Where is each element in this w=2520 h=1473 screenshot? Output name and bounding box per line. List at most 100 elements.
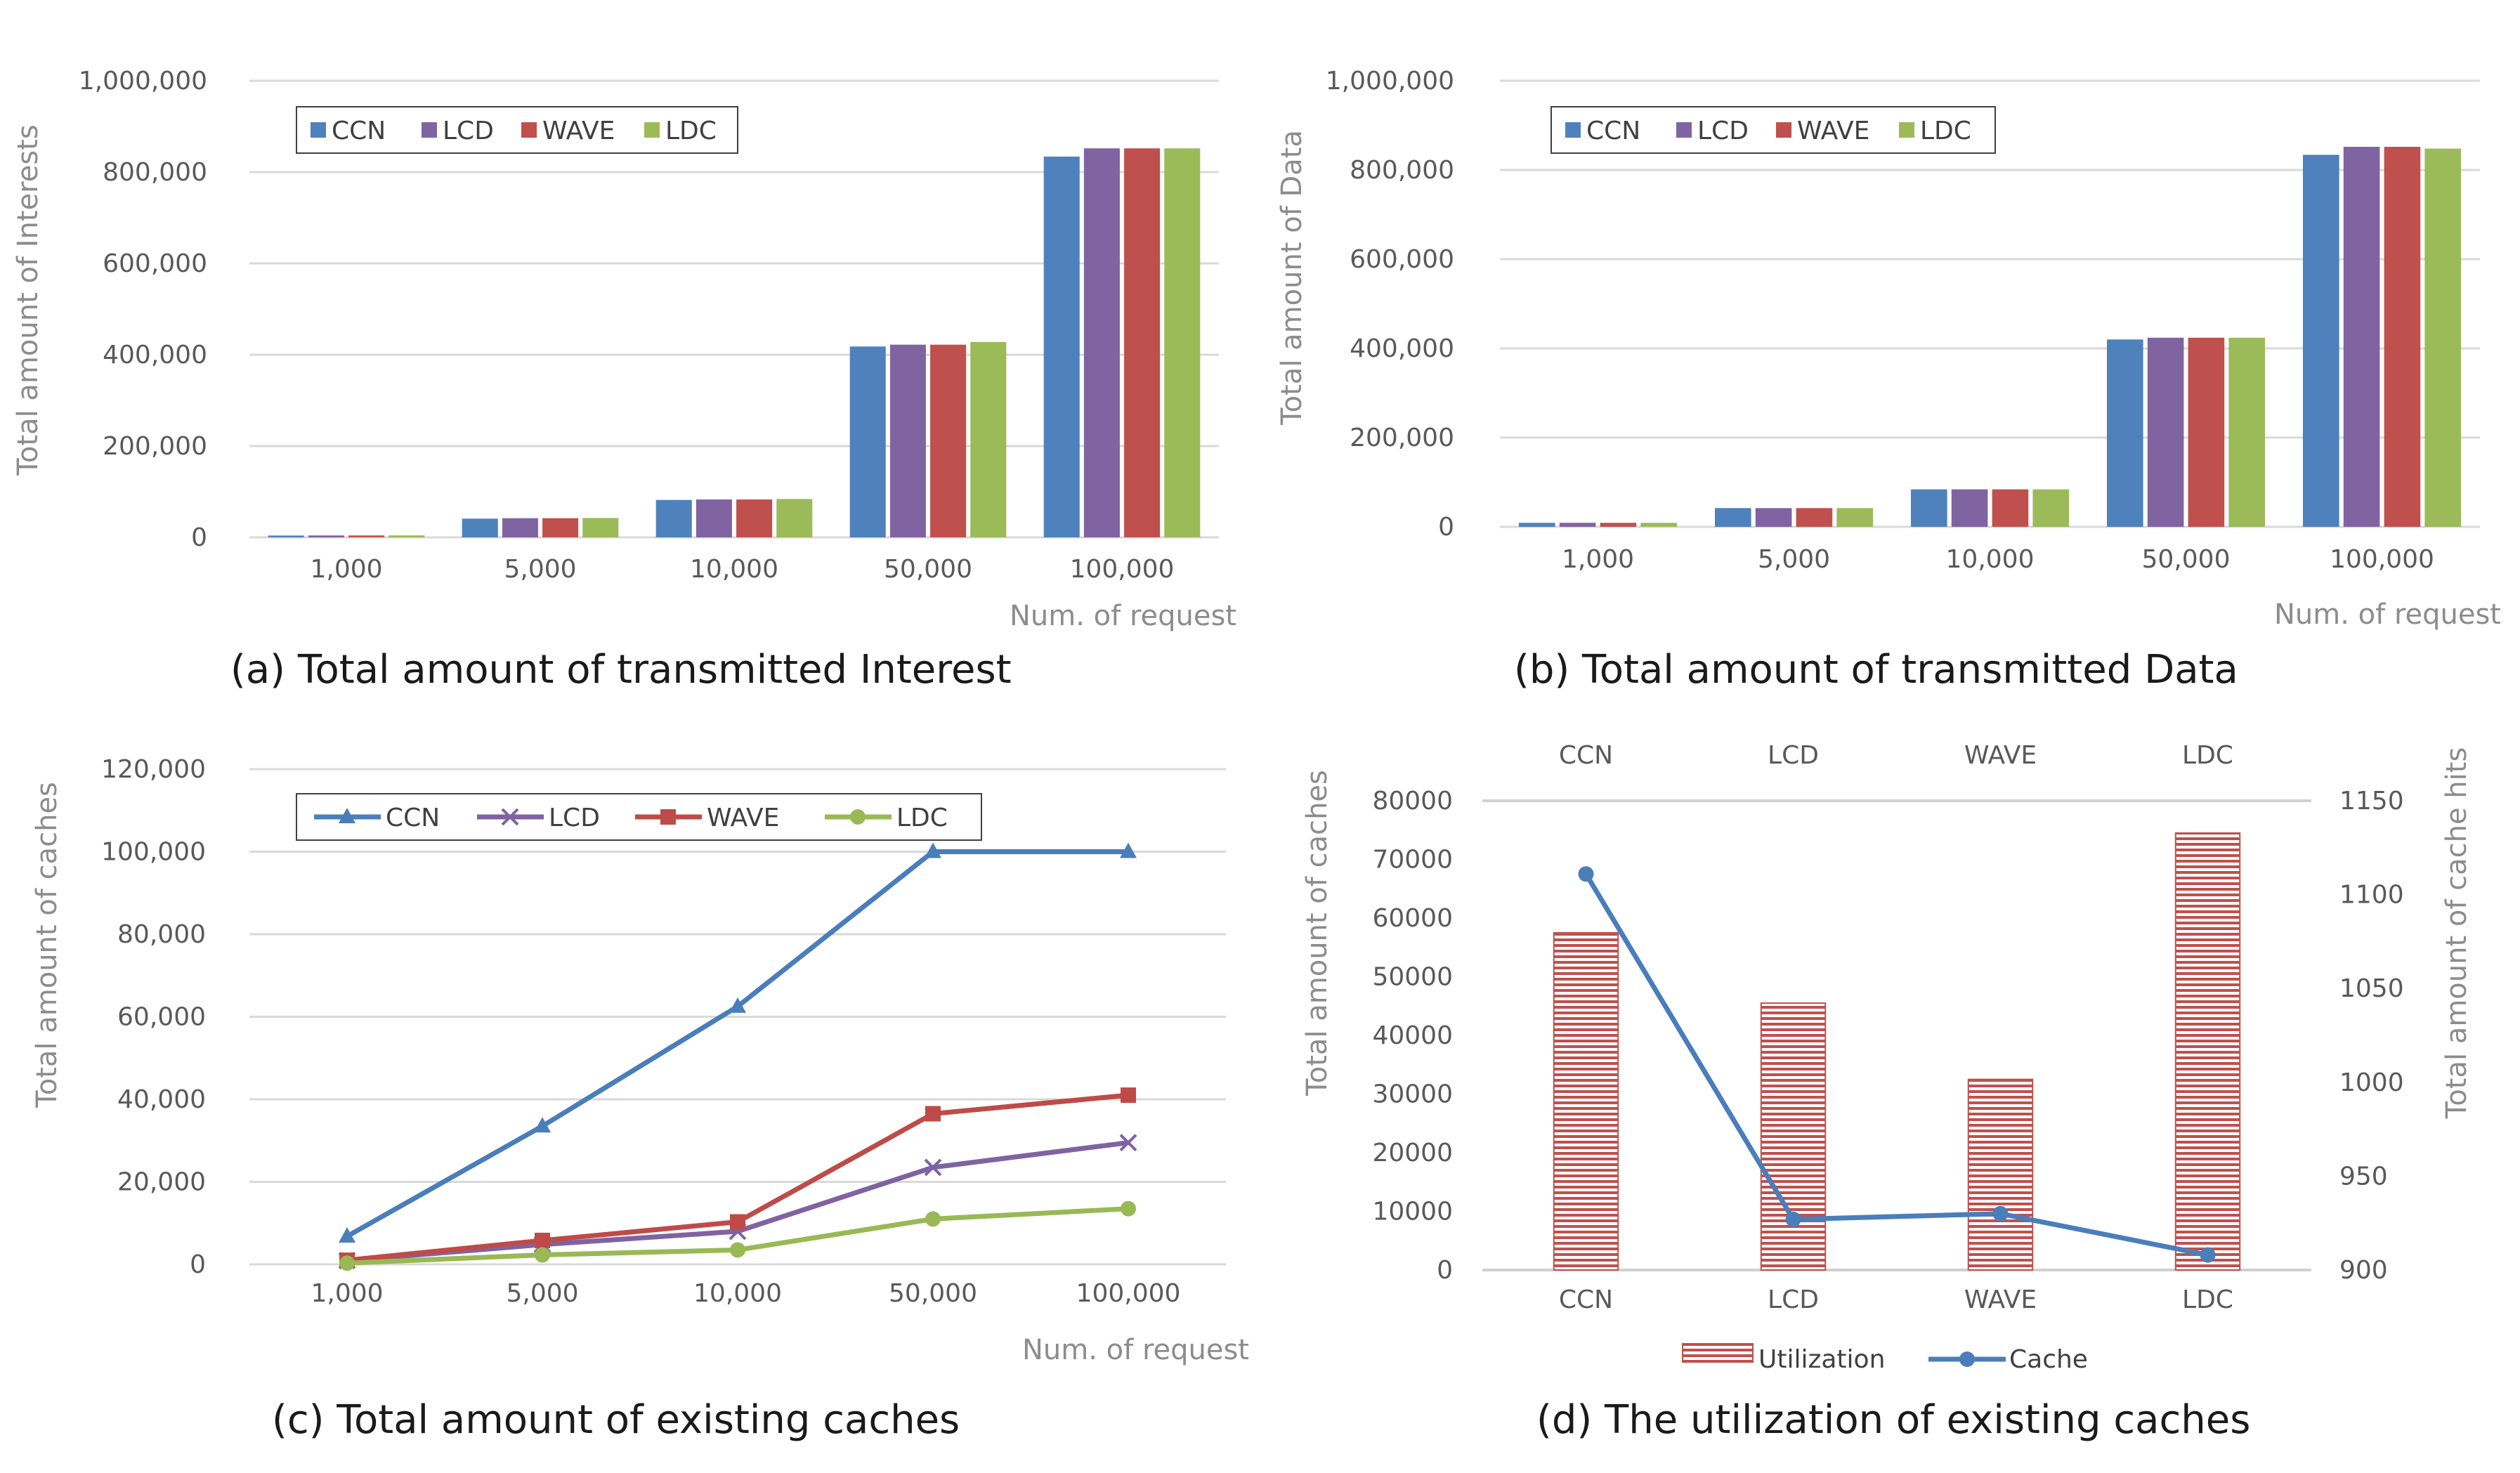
bar-ldc bbox=[582, 518, 619, 537]
bar-lcd bbox=[1951, 489, 1988, 527]
y-tick-label: 80000 bbox=[1372, 787, 1453, 816]
y-tick-label: 400,000 bbox=[103, 341, 207, 369]
bar-utilization bbox=[1553, 931, 1619, 1271]
legend-swatch-ccn bbox=[1565, 122, 1581, 138]
legend-label-ldc: LDC bbox=[896, 804, 948, 832]
y-right-axis-title: Total amount of cache hits bbox=[2441, 747, 2473, 1120]
bar-ldc bbox=[2032, 489, 2070, 527]
bar-wave bbox=[2384, 146, 2421, 528]
y-tick-label: 100,000 bbox=[101, 838, 206, 867]
caption: (d) The utilization of existing caches bbox=[1536, 1397, 2250, 1443]
y-tick-label: 0 bbox=[190, 1250, 206, 1279]
legend-label-ccn: CCN bbox=[1586, 117, 1640, 145]
y-tick-label: 0 bbox=[1438, 513, 1454, 542]
x-tick-label: 5,000 bbox=[506, 1279, 578, 1308]
bar-wave bbox=[930, 344, 967, 537]
bar-ldc bbox=[970, 341, 1007, 537]
y-tick-label: 1,000,000 bbox=[79, 67, 207, 96]
legend-label-wave: WAVE bbox=[1797, 117, 1869, 145]
bar-ccn bbox=[268, 535, 304, 537]
series-line-wave bbox=[346, 1092, 1129, 1263]
point-ldc bbox=[339, 1255, 355, 1271]
bar-ccn bbox=[1518, 523, 1555, 527]
bar-ccn bbox=[1910, 489, 1947, 527]
point-wave bbox=[535, 1232, 550, 1248]
legend-label-ldc: LDC bbox=[665, 117, 717, 145]
bar-ldc bbox=[776, 499, 813, 537]
bar-wave bbox=[1124, 148, 1161, 537]
legend-swatch-wave bbox=[521, 122, 537, 138]
y-axis-title: Total amount of caches bbox=[1301, 770, 1333, 1096]
y-right-tick-label: 950 bbox=[2339, 1162, 2388, 1191]
bar-ccn bbox=[2106, 339, 2143, 527]
legend-marker-cache bbox=[1959, 1351, 1975, 1367]
point-ccn bbox=[925, 842, 941, 858]
x-tick-label: 10,000 bbox=[1946, 545, 2035, 574]
bar-ldc bbox=[1164, 148, 1201, 537]
bar-ccn bbox=[462, 518, 498, 537]
point-ccn bbox=[1120, 842, 1137, 858]
bar-ccn bbox=[1714, 508, 1751, 527]
x-tick-label: 5,000 bbox=[504, 555, 576, 584]
x-tick-label: 10,000 bbox=[693, 1279, 782, 1308]
point-lcd-stroke bbox=[924, 1158, 942, 1177]
y-tick-label: 200,000 bbox=[1350, 424, 1454, 452]
point-ldc bbox=[925, 1211, 941, 1227]
legend-marker-wave bbox=[660, 809, 676, 825]
y-tick-label: 40,000 bbox=[117, 1085, 206, 1114]
x-tick-label: 10,000 bbox=[690, 555, 778, 584]
legend bbox=[296, 106, 738, 154]
point-lcd-stroke bbox=[1119, 1134, 1137, 1152]
legend-swatch-ldc bbox=[644, 122, 660, 138]
legend-label-lcd: LCD bbox=[549, 804, 600, 832]
legend-swatch-lcd bbox=[422, 122, 437, 138]
x-tick-label: 100,000 bbox=[2330, 545, 2434, 574]
chart-d: 0 10000 20000 30000 40000 50000 60000 70000 8000… bbox=[1301, 741, 2473, 1443]
point-ldc bbox=[730, 1242, 745, 1258]
y-axis-title: Total amount of caches bbox=[31, 782, 63, 1108]
bar-wave bbox=[1600, 523, 1637, 527]
y-tick-label: 120,000 bbox=[101, 755, 206, 784]
legend-marker-lcd-stroke bbox=[501, 808, 519, 826]
y-tick-label: 200,000 bbox=[103, 432, 207, 461]
y-right-tick-label: 1000 bbox=[2339, 1068, 2404, 1097]
y-tick-label: 1,000,000 bbox=[1326, 67, 1454, 96]
bar-lcd bbox=[1559, 523, 1596, 527]
y-tick-label: 800,000 bbox=[1350, 156, 1454, 185]
y-right-tick-label: 1050 bbox=[2339, 974, 2404, 1003]
legend-label-cache: Cache bbox=[2009, 1345, 2088, 1374]
legend-label-ccn: CCN bbox=[332, 117, 386, 145]
x-tick-label: 100,000 bbox=[1070, 555, 1175, 584]
x-tick-label: 50,000 bbox=[2142, 545, 2231, 574]
legend-label-wave: WAVE bbox=[542, 117, 615, 145]
x-tick-label: LDC bbox=[2182, 1285, 2233, 1314]
caption: (b) Total amount of transmitted Data bbox=[1514, 647, 2238, 693]
x-tick-label: CCN bbox=[1559, 1285, 1613, 1314]
legend-label-ccn: CCN bbox=[386, 804, 440, 832]
x-tick-label: 100,000 bbox=[1076, 1279, 1181, 1308]
y-tick-label: 60,000 bbox=[117, 1003, 206, 1032]
point-lcd bbox=[1119, 1134, 1137, 1152]
chart-b: 0 200,000 400,000 600,000 800,000 1,000,000 To… bbox=[1276, 67, 2501, 693]
y-tick-label: 0 bbox=[1437, 1256, 1453, 1285]
y-tick-label: 600,000 bbox=[1350, 245, 1454, 274]
point-lcd bbox=[924, 1158, 942, 1177]
bar-lcd bbox=[1083, 148, 1120, 537]
point-wave bbox=[925, 1106, 941, 1122]
x-tick-label: LCD bbox=[1768, 1285, 1819, 1314]
point-ccn bbox=[339, 1227, 355, 1243]
legend-swatch-ccn bbox=[311, 122, 326, 138]
legend-swatch-lcd bbox=[1676, 122, 1692, 138]
bar-lcd bbox=[502, 518, 538, 537]
bar-wave bbox=[736, 499, 773, 537]
point-cache bbox=[2200, 1247, 2216, 1263]
bar-ldc bbox=[1836, 508, 1874, 527]
y-tick-label: 50000 bbox=[1372, 963, 1453, 992]
x-top-tick-label: CCN bbox=[1559, 741, 1613, 770]
point-wave bbox=[730, 1214, 745, 1230]
point-cache bbox=[1578, 866, 1594, 882]
caption: (c) Total amount of existing caches bbox=[272, 1397, 960, 1443]
legend-label-wave: WAVE bbox=[707, 804, 779, 832]
x-tick-label: 50,000 bbox=[889, 1279, 977, 1308]
